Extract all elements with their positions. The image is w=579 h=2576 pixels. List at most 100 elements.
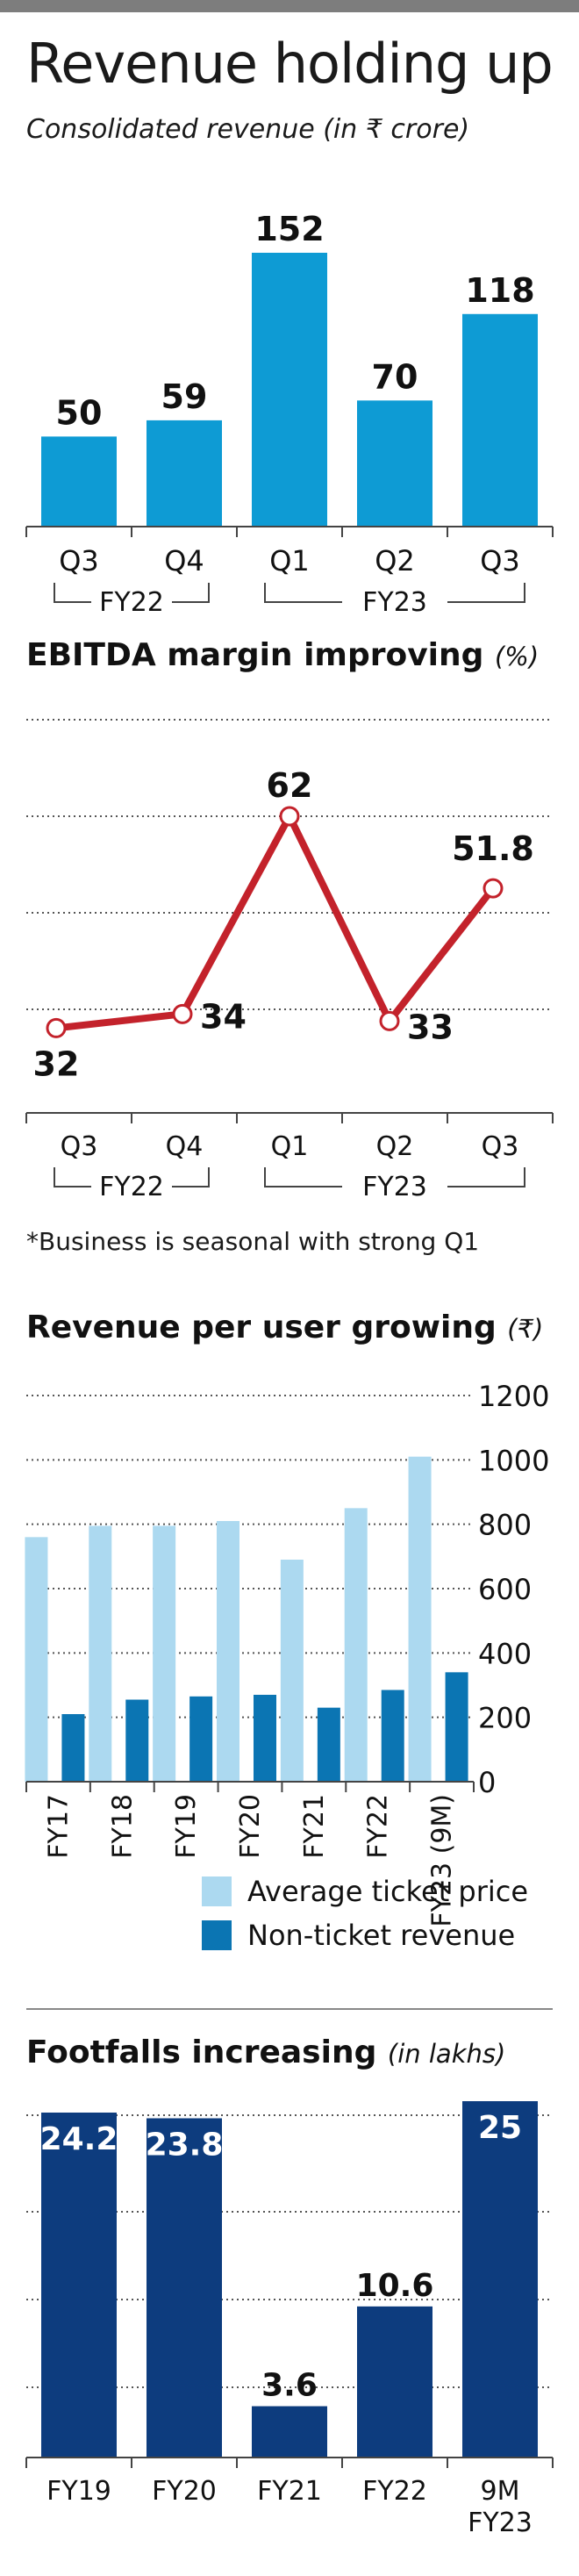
ebitda-x-tick-label: Q1 bbox=[271, 1131, 309, 1162]
ebitda-value-label: 32 bbox=[33, 1044, 80, 1083]
footfalls-value-label: 25 bbox=[478, 2110, 522, 2146]
ebitda-point bbox=[172, 1003, 193, 1024]
footfalls-x-tick-label: FY21 bbox=[257, 2476, 322, 2507]
footfalls-value-label: 24.2 bbox=[40, 2121, 118, 2157]
footfalls-title-text: Footfalls increasing bbox=[26, 2034, 377, 2070]
ebitda-point bbox=[379, 1010, 400, 1031]
rpu-title-text: Revenue per user growing bbox=[26, 1310, 497, 1345]
ebitda-x-tick-label: Q4 bbox=[166, 1131, 204, 1162]
revenue-bar bbox=[147, 420, 222, 527]
rpu-bar-non-ticket bbox=[381, 1690, 404, 1782]
rpu-y-tick-label: 400 bbox=[478, 1637, 532, 1670]
footfalls-value-label: 10.6 bbox=[356, 2268, 434, 2304]
rpu-bar-non-ticket bbox=[254, 1695, 276, 1782]
top-rule bbox=[0, 0, 579, 12]
rpu-y-tick-label: 0 bbox=[478, 1766, 496, 1799]
footfalls-unit: (in lakhs) bbox=[387, 2039, 506, 2069]
revenue-value-label: 70 bbox=[372, 357, 418, 396]
page-title: Revenue holding up bbox=[26, 32, 554, 96]
rpu-bar-avg-ticket bbox=[280, 1560, 304, 1782]
footfalls-value-label: 23.8 bbox=[146, 2127, 224, 2163]
ebitda-chart-title: EBITDA margin improving (%) bbox=[26, 637, 539, 673]
ebitda-value-label: 34 bbox=[200, 997, 247, 1036]
footfalls-bar bbox=[41, 2112, 117, 2458]
revenue-fy23-bracket-right bbox=[447, 583, 525, 603]
rpu-x-tick-label: FY18 bbox=[107, 1794, 138, 1859]
rpu-x-tick-label: FY20 bbox=[235, 1794, 266, 1859]
rpu-bar-non-ticket bbox=[61, 1714, 85, 1782]
rpu-x-tick-label: FY22 bbox=[363, 1794, 394, 1859]
revenue-fy22-bracket-left bbox=[54, 583, 91, 603]
footfalls-bar bbox=[252, 2406, 327, 2458]
rpu-chart-title: Revenue per user growing (₹) bbox=[26, 1310, 543, 1345]
rpu-bar-avg-ticket bbox=[408, 1456, 432, 1782]
revenue-bar bbox=[357, 400, 432, 527]
ebitda-fy22-bracket-left bbox=[54, 1167, 91, 1188]
rpu-y-tick-label: 200 bbox=[478, 1702, 532, 1735]
ebitda-x-tick-label: Q3 bbox=[61, 1131, 98, 1162]
footfalls-chart-title: Footfalls increasing (in lakhs) bbox=[26, 2034, 505, 2070]
seasonal-note: *Business is seasonal with strong Q1 bbox=[26, 1227, 480, 1256]
rpu-bar-non-ticket bbox=[317, 1707, 340, 1782]
rpu-y-tick-label: 600 bbox=[478, 1573, 532, 1606]
rpu-x-tick-label: FY21 bbox=[299, 1794, 330, 1859]
ebitda-group-label: FY23 bbox=[362, 1172, 427, 1202]
ebitda-value-label: 33 bbox=[407, 1008, 454, 1046]
rpu-bar-avg-ticket bbox=[217, 1521, 239, 1782]
footfalls-x-tick-label: FY20 bbox=[152, 2476, 217, 2507]
revenue-fy23-bracket-left bbox=[264, 583, 342, 603]
ebitda-point bbox=[46, 1017, 67, 1038]
rpu-y-tick-label: 1000 bbox=[478, 1444, 549, 1477]
revenue-x-tick-label: Q1 bbox=[269, 544, 310, 578]
rpu-bar-non-ticket bbox=[189, 1696, 213, 1782]
revenue-chart-subtitle: Consolidated revenue (in ₹ crore) bbox=[26, 114, 470, 145]
ebitda-value-label: 62 bbox=[267, 766, 313, 805]
ebitda-title-text: EBITDA margin improving bbox=[26, 637, 484, 673]
rpu-x-tick-label: FY19 bbox=[171, 1794, 202, 1859]
footfalls-bar bbox=[357, 2306, 432, 2458]
ebitda-fy23-bracket-right bbox=[447, 1167, 525, 1188]
rpu-x-tick-label: FY23 (9M) bbox=[427, 1794, 458, 1927]
rpu-y-tick-label: 1200 bbox=[478, 1380, 549, 1413]
revenue-bar bbox=[41, 436, 117, 527]
ebitda-fy23-bracket-left bbox=[264, 1167, 342, 1188]
revenue-bar bbox=[252, 253, 327, 527]
ebitda-unit: (%) bbox=[494, 642, 540, 671]
rpu-legend-swatch bbox=[202, 1920, 232, 1950]
revenue-value-label: 50 bbox=[56, 393, 103, 432]
ebitda-value-label: 51.8 bbox=[452, 829, 534, 868]
revenue-group-label: FY22 bbox=[99, 587, 164, 618]
revenue-fy22-bracket-right bbox=[172, 583, 210, 603]
rpu-y-tick-label: 800 bbox=[478, 1509, 532, 1542]
rpu-bar-chart: 0 200 400 600 800 1000 1200 FY17 FY18 FY19 FY20 FY2… bbox=[25, 1380, 549, 1952]
rpu-legend-label: Average ticket price bbox=[247, 1875, 528, 1908]
footfalls-x-tick-label: FY19 bbox=[46, 2476, 111, 2507]
section-divider bbox=[26, 2008, 553, 2010]
footfalls-x-tick-label: FY23 bbox=[468, 2508, 533, 2538]
revenue-x-tick-label: Q3 bbox=[59, 544, 99, 578]
footfalls-x-tick-label: FY22 bbox=[362, 2476, 427, 2507]
revenue-x-tick-label: Q4 bbox=[164, 544, 204, 578]
revenue-value-label: 152 bbox=[254, 210, 324, 248]
rpu-legend-swatch bbox=[202, 1876, 232, 1906]
rpu-x-tick-label: FY17 bbox=[43, 1794, 74, 1859]
revenue-x-tick-label: Q2 bbox=[375, 544, 415, 578]
footfalls-value-label: 3.6 bbox=[261, 2368, 318, 2404]
revenue-x-tick-label: Q3 bbox=[480, 544, 520, 578]
rpu-legend-label: Non-ticket revenue bbox=[247, 1919, 515, 1952]
ebitda-group-label: FY22 bbox=[99, 1172, 164, 1202]
revenue-bar bbox=[462, 313, 538, 527]
revenue-value-label: 118 bbox=[465, 271, 534, 310]
rpu-bar-avg-ticket bbox=[89, 1525, 112, 1782]
rpu-bar-avg-ticket bbox=[344, 1508, 368, 1782]
ebitda-x-tick-label: Q3 bbox=[482, 1131, 519, 1162]
ebitda-point bbox=[482, 878, 504, 899]
footfalls-bar bbox=[462, 2101, 538, 2458]
revenue-group-label: FY23 bbox=[362, 587, 427, 618]
ebitda-point bbox=[279, 806, 300, 827]
rpu-unit: (₹) bbox=[507, 1314, 544, 1344]
ebitda-x-tick-label: Q2 bbox=[376, 1131, 414, 1162]
